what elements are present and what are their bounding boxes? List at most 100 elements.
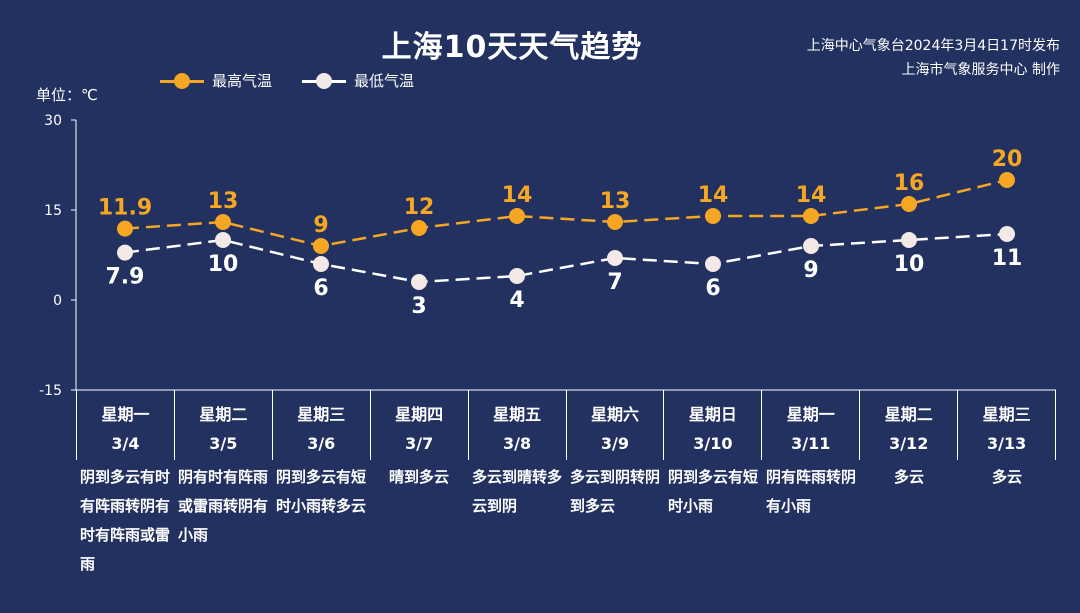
chart-title: 上海10天天气趋势 <box>381 30 643 65</box>
high-temp-point <box>509 208 525 224</box>
high-temp-label: 16 <box>894 171 925 196</box>
weather-text: 晴到多云 <box>388 468 449 486</box>
high-temp-point <box>411 220 427 236</box>
date: 3/8 <box>503 434 532 453</box>
weather-row: 阴到多云有时有阵雨转阴有时有阵雨或雷雨 阴有时有阵雨或雷雨转阴有小雨 阴到多云有… <box>76 463 1056 579</box>
low-temp-label: 7 <box>607 270 622 295</box>
legend: 最高气温 最低气温 <box>160 70 414 91</box>
day-header-row: 星期一 3/4 星期二 3/5 星期三 3/6 星期四 3/7 星期五 3/8 星期六 3/… <box>76 390 1057 460</box>
legend-item-high: 最高气温 <box>160 70 272 91</box>
weather-text: 多云到阴转阴到多云 <box>570 468 661 515</box>
low-temp-point <box>607 250 623 266</box>
low-temp-point <box>705 256 721 272</box>
weather-text: 阴到多云有短时小雨 <box>668 468 759 515</box>
high-temp-label: 14 <box>698 183 729 208</box>
high-temp-point <box>607 214 623 230</box>
high-temp-label: 14 <box>796 183 827 208</box>
weekday: 星期一 <box>101 405 150 424</box>
date: 3/11 <box>791 434 831 453</box>
low-temp-label: 9 <box>803 258 818 283</box>
low-temp-point <box>411 274 427 290</box>
low-temp-label: 6 <box>705 276 720 301</box>
low-temp-point <box>509 268 525 284</box>
day-cell: 星期一 3/4 <box>76 390 175 460</box>
low-temp-label: 4 <box>509 288 524 313</box>
weekday: 星期日 <box>688 405 737 424</box>
high-temp-point <box>999 172 1015 188</box>
low-temp-point <box>215 232 231 248</box>
legend-label-low: 最低气温 <box>354 72 415 90</box>
weather-text: 阴有阵雨转阴有小雨 <box>766 468 857 515</box>
weekday: 星期一 <box>786 405 835 424</box>
day-cell: 星期二 3/5 <box>175 390 273 460</box>
y-tick-label: 30 <box>44 113 62 129</box>
y-tick-label: 15 <box>44 203 62 219</box>
low-temp-label: 10 <box>894 252 925 277</box>
high-temp-label: 20 <box>992 147 1023 172</box>
date: 3/12 <box>889 434 929 453</box>
day-cell: 星期六 3/9 <box>567 390 665 460</box>
high-temp-point <box>313 238 329 254</box>
high-temp-label: 11.9 <box>98 196 152 221</box>
day-cell: 星期一 3/11 <box>762 390 861 460</box>
unit-label: 单位：℃ <box>36 86 98 104</box>
high-temp-label: 9 <box>313 213 328 238</box>
source-info: 上海中心气象台2024年3月4日17时发布 上海市气象服务中心 制作 <box>807 34 1060 82</box>
day-cell: 星期三 3/6 <box>273 390 371 460</box>
high-temp-label: 12 <box>404 195 435 220</box>
date: 3/9 <box>600 434 630 453</box>
day-cell: 星期四 3/7 <box>371 390 469 460</box>
high-temp-point <box>117 220 133 237</box>
high-temp-point <box>215 214 231 230</box>
low-temp-label: 7.9 <box>106 265 145 290</box>
day-cell: 星期三 3/13 <box>958 390 1057 460</box>
weekday: 星期六 <box>590 405 639 424</box>
legend-label-high: 最高气温 <box>212 72 273 90</box>
date: 3/7 <box>405 434 434 453</box>
date: 3/13 <box>986 434 1027 453</box>
low-temp-point <box>999 226 1015 242</box>
weekday: 星期三 <box>297 405 346 424</box>
low-temp-label: 10 <box>208 252 239 277</box>
weekday: 星期三 <box>982 405 1031 424</box>
weather-text: 多云 <box>893 468 924 486</box>
weekday: 星期四 <box>395 405 444 424</box>
legend-swatch-low <box>302 72 347 90</box>
high-temp-label: 13 <box>208 189 239 214</box>
weather-text: 阴到多云有短时小雨转多云 <box>276 468 367 515</box>
weather-text: 多云 <box>991 468 1022 486</box>
date: 3/4 <box>111 434 140 453</box>
low-temp-point <box>117 244 133 261</box>
weekday: 星期五 <box>493 405 542 424</box>
high-temp-label: 13 <box>600 189 631 214</box>
low-temp-line <box>124 232 1008 284</box>
day-cell: 星期五 3/8 <box>469 390 567 460</box>
source-line-2: 上海市气象服务中心 制作 <box>901 62 1060 78</box>
low-temp-label: 11 <box>992 246 1023 271</box>
weather-text: 阴有时有阵雨或雷雨转阴有小雨 <box>178 468 269 544</box>
low-temp-point <box>901 232 917 248</box>
date: 3/6 <box>307 434 336 453</box>
day-cell: 星期二 3/12 <box>860 390 959 460</box>
date: 3/5 <box>209 434 238 453</box>
low-temp-point <box>803 238 819 254</box>
high-temp-point <box>705 208 721 224</box>
weekday: 星期二 <box>199 405 248 424</box>
source-line-1: 上海中心气象台2024年3月4日17时发布 <box>806 38 1060 54</box>
y-tick-label: 0 <box>53 293 62 309</box>
weather-text: 多云到晴转多云到阴 <box>472 468 563 515</box>
legend-item-low: 最低气温 <box>302 70 414 91</box>
high-temp-point <box>803 208 819 224</box>
high-temp-label: 14 <box>502 183 533 208</box>
day-cell: 星期日 3/10 <box>664 390 763 460</box>
low-temp-label: 6 <box>313 276 328 301</box>
high-temp-point <box>901 196 917 212</box>
high-temp-line <box>124 178 1008 248</box>
weekday: 星期二 <box>884 405 933 424</box>
weather-text: 阴到多云有时有阵雨转阴有时有阵雨或雷雨 <box>80 468 171 573</box>
low-temp-point <box>313 256 329 272</box>
low-temp-label: 3 <box>411 294 426 319</box>
date: 3/10 <box>693 434 733 453</box>
y-tick-label: -15 <box>39 383 62 399</box>
